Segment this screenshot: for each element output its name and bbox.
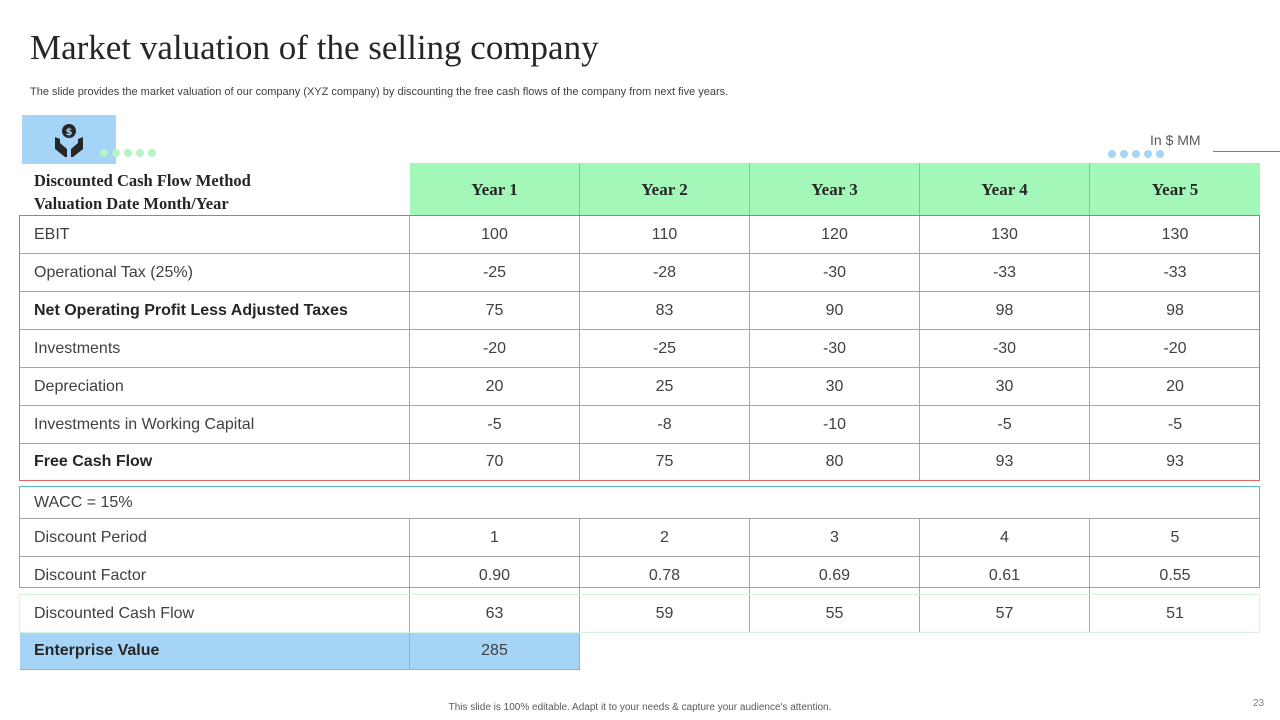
table-row-discounted-cash-flow: Discounted Cash Flow 63 59 55 57 51 <box>20 595 1260 633</box>
table-cell: 55 <box>750 595 920 633</box>
table-cell: 0.69 <box>750 557 920 595</box>
table-row-ebit: EBIT 100 110 120 130 130 <box>20 216 1260 254</box>
table-cell: 80 <box>750 444 920 481</box>
page-title: Market valuation of the selling company <box>30 28 599 67</box>
table-cell: 63 <box>410 595 580 633</box>
table-cell: -33 <box>920 254 1090 292</box>
year-header: Year 2 <box>580 163 750 216</box>
table-cell: 83 <box>580 292 750 330</box>
table-row-free-cash-flow: Free Cash Flow 70 75 80 93 93 <box>20 444 1260 481</box>
table-row-enterprise-value: Enterprise Value 285 <box>20 633 580 670</box>
table-cell: -5 <box>1090 406 1260 444</box>
table-cell: -20 <box>410 330 580 368</box>
table-row-nopat: Net Operating Profit Less Adjusted Taxes… <box>20 292 1260 330</box>
table-cell: 98 <box>920 292 1090 330</box>
year-header: Year 1 <box>410 163 580 216</box>
table-cell: 30 <box>750 368 920 406</box>
table-row-depreciation: Depreciation 20 25 30 30 20 <box>20 368 1260 406</box>
table-cell: 57 <box>920 595 1090 633</box>
table-cell: 75 <box>410 292 580 330</box>
row-label: Investments <box>20 330 410 368</box>
row-label: Discounted Cash Flow <box>20 595 410 633</box>
decorative-dots-green <box>100 149 156 157</box>
footer-note: This slide is 100% editable. Adapt it to… <box>448 702 832 713</box>
table-cell: 3 <box>750 519 920 557</box>
method-line-1: Discounted Cash Flow Method <box>34 171 251 190</box>
table-cell: -25 <box>580 330 750 368</box>
row-label: Discount Period <box>20 519 410 557</box>
icon-badge: $ <box>22 115 116 164</box>
table-cell: -25 <box>410 254 580 292</box>
table-cell: -20 <box>1090 330 1260 368</box>
table-cell: -33 <box>1090 254 1260 292</box>
unit-label: In $ MM <box>1150 132 1201 148</box>
table-row-operational-tax: Operational Tax (25%) -25 -28 -30 -33 -3… <box>20 254 1260 292</box>
table-cell: 70 <box>410 444 580 481</box>
table-cell: 1 <box>410 519 580 557</box>
row-label: Discount Factor <box>20 557 410 595</box>
table-cell: -5 <box>410 406 580 444</box>
table-cell: 0.90 <box>410 557 580 595</box>
table-cell: 100 <box>410 216 580 254</box>
table-cell: 20 <box>410 368 580 406</box>
table-cell: 0.55 <box>1090 557 1260 595</box>
row-label: Operational Tax (25%) <box>20 254 410 292</box>
page-subtitle: The slide provides the market valuation … <box>30 86 729 98</box>
method-heading: Discounted Cash Flow Method Valuation Da… <box>34 169 394 215</box>
table-cell: -28 <box>580 254 750 292</box>
page-number: 23 <box>1253 698 1265 709</box>
table-cell: 5 <box>1090 519 1260 557</box>
hands-holding-money-icon: $ <box>55 124 83 157</box>
table-cell: 98 <box>1090 292 1260 330</box>
table-row-wacc: WACC = 15% <box>20 487 1260 519</box>
table-cell: 110 <box>580 216 750 254</box>
year-header: Year 4 <box>920 163 1090 216</box>
table-cell: 20 <box>1090 368 1260 406</box>
table-cell: 4 <box>920 519 1090 557</box>
table-cell: -30 <box>750 254 920 292</box>
table-row-working-capital: Investments in Working Capital -5 -8 -10… <box>20 406 1260 444</box>
method-line-2: Valuation Date Month/Year <box>34 194 229 213</box>
table-cell: 25 <box>580 368 750 406</box>
table-cell: 120 <box>750 216 920 254</box>
row-label: Depreciation <box>20 368 410 406</box>
table-cell: 2 <box>580 519 750 557</box>
unit-underline <box>1213 151 1280 152</box>
row-label: Free Cash Flow <box>20 444 410 481</box>
table-row-investments: Investments -20 -25 -30 -30 -20 <box>20 330 1260 368</box>
table-cell: -8 <box>580 406 750 444</box>
table-cell: -5 <box>920 406 1090 444</box>
table-cell: 93 <box>920 444 1090 481</box>
table-cell: 130 <box>920 216 1090 254</box>
table-row-discount-factor: Discount Factor 0.90 0.78 0.69 0.61 0.55 <box>20 557 1260 595</box>
enterprise-value: 285 <box>410 633 580 670</box>
row-label: Net Operating Profit Less Adjusted Taxes <box>20 292 410 330</box>
table-cell: 0.78 <box>580 557 750 595</box>
table-cell: 75 <box>580 444 750 481</box>
decorative-dots-blue <box>1108 150 1164 158</box>
wacc-label: WACC = 15% <box>20 487 1260 519</box>
row-label: Investments in Working Capital <box>20 406 410 444</box>
table-cell: 130 <box>1090 216 1260 254</box>
table-cell: -30 <box>920 330 1090 368</box>
table-cell: -10 <box>750 406 920 444</box>
svg-text:$: $ <box>66 127 73 138</box>
table-cell: 59 <box>580 595 750 633</box>
row-label: EBIT <box>20 216 410 254</box>
table-cell: 93 <box>1090 444 1260 481</box>
table-cell: 30 <box>920 368 1090 406</box>
enterprise-value-label: Enterprise Value <box>20 633 410 670</box>
table-cell: 0.61 <box>920 557 1090 595</box>
table-row-discount-period: Discount Period 1 2 3 4 5 <box>20 519 1260 557</box>
year-header: Year 5 <box>1090 163 1260 216</box>
year-header: Year 3 <box>750 163 920 216</box>
table-cell: 51 <box>1090 595 1260 633</box>
table-cell: 90 <box>750 292 920 330</box>
table-cell: -30 <box>750 330 920 368</box>
table-header-row: Year 1 Year 2 Year 3 Year 4 Year 5 <box>20 163 1260 216</box>
